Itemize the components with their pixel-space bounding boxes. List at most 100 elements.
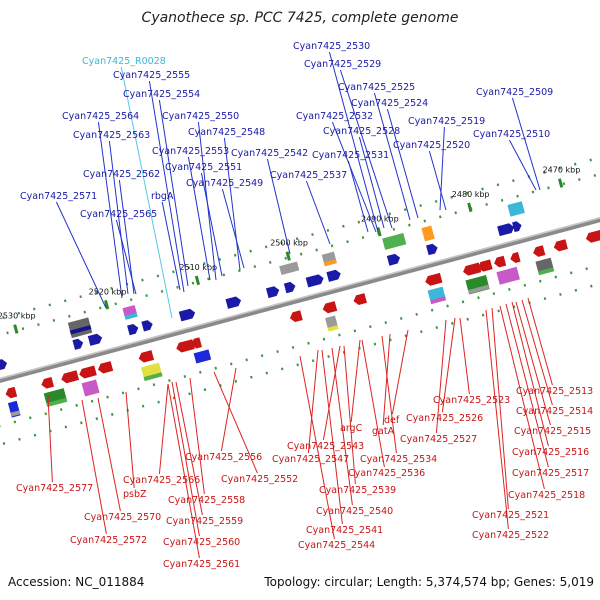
gene-label[interactable]: Cyan7425_2524 — [351, 98, 428, 109]
label-leader-line — [220, 367, 237, 452]
reverse-gene-arrow — [41, 376, 55, 389]
protein-domain-block — [496, 266, 520, 285]
gene-label[interactable]: Cyan7425_2547 — [272, 454, 349, 465]
gene-label[interactable]: Cyan7425_2509 — [476, 87, 553, 98]
label-leader-line — [175, 381, 203, 516]
gene-label[interactable]: Cyan7425_2528 — [323, 126, 400, 137]
track-guide-line — [0, 168, 600, 347]
label-leader-line — [266, 158, 291, 255]
label-leader-line — [81, 399, 107, 535]
gene-label[interactable]: gatA — [372, 426, 395, 437]
label-leader-line — [499, 305, 545, 490]
gene-label[interactable]: Cyan7425_2517 — [512, 468, 589, 479]
gene-label[interactable]: Cyan7425_2548 — [188, 127, 265, 138]
label-leader-line — [343, 345, 356, 485]
forward-gene-arrow — [0, 359, 8, 371]
gene-label[interactable]: psbZ — [123, 489, 147, 500]
gene-label[interactable]: Cyan7425_2563 — [73, 130, 150, 141]
gene-label[interactable]: rbgA — [151, 191, 174, 202]
gene-label[interactable]: Cyan7425_2561 — [163, 559, 240, 570]
label-leader-line — [521, 299, 553, 406]
gene-label[interactable]: Cyan7425_2566 — [123, 475, 200, 486]
label-leader-line — [321, 349, 343, 525]
track-guide-line — [0, 253, 600, 432]
scale-tick — [376, 226, 382, 237]
gene-label[interactable]: Cyan7425_2572 — [70, 535, 147, 546]
gene-label[interactable]: Cyan7425_2562 — [83, 169, 160, 180]
gene-label[interactable]: Cyan7425_2564 — [62, 111, 139, 122]
protein-domain-block — [382, 232, 407, 250]
gene-label[interactable]: Cyan7425_2529 — [304, 59, 381, 70]
gene-label[interactable]: Cyan7425_2523 — [433, 395, 510, 406]
reverse-gene-arrow — [353, 293, 367, 305]
scale-ticks — [13, 178, 564, 334]
label-leader-line — [381, 335, 397, 454]
gene-label[interactable]: Cyan7425_2532 — [296, 111, 373, 122]
gene-label[interactable]: Cyan7425_2558 — [168, 495, 245, 506]
label-leader-line — [115, 219, 137, 295]
label-leader-line — [527, 297, 553, 386]
gene-label[interactable]: Cyan7425_2555 — [113, 70, 190, 81]
gene-label[interactable]: Cyan7425_2553 — [152, 146, 229, 157]
gene-label[interactable]: Cyan7425_2570 — [84, 512, 161, 523]
gene-label[interactable]: Cyan7425_2549 — [186, 178, 263, 189]
gene-label[interactable]: Cyan7425_2526 — [406, 413, 483, 424]
gene-label[interactable]: Cyan7425_2541 — [306, 525, 383, 536]
gene-label[interactable]: Cyan7425_2516 — [512, 447, 589, 458]
gene-label[interactable]: Cyan7425_2540 — [316, 506, 393, 517]
label-leader-line — [189, 377, 205, 495]
gene-label[interactable]: Cyan7425_2534 — [360, 454, 437, 465]
gene-label[interactable]: Cyan7425_2530 — [293, 41, 370, 52]
label-leader-line — [97, 121, 123, 299]
reverse-gene-labels: Cyan7425_2513 Cyan7425_2514 Cyan7425_2523 C… — [16, 386, 593, 570]
forward-gene-arrow — [426, 243, 438, 256]
gene-label[interactable]: Cyan7425_2514 — [516, 406, 593, 417]
gene-label[interactable]: argC — [340, 423, 363, 434]
gene-label[interactable]: Cyan7425_2520 — [393, 140, 470, 151]
gene-label[interactable]: Cyan7425_2577 — [16, 483, 93, 494]
gene-label[interactable]: Cyan7425_2521 — [472, 510, 549, 521]
gene-label[interactable]: Cyan7425_2515 — [514, 426, 591, 437]
reverse-gene-arrow — [5, 386, 18, 399]
scale-tick — [285, 251, 291, 261]
label-leader-line — [361, 339, 385, 468]
reverse-gene-arrow — [510, 251, 521, 263]
gene-label[interactable]: Cyan7425_R0028 — [82, 56, 166, 67]
gene-label[interactable]: Cyan7425_2525 — [338, 82, 415, 93]
gene-label[interactable]: Cyan7425_2551 — [165, 162, 242, 173]
gene-label[interactable]: Cyan7425_2554 — [123, 89, 200, 100]
gene-label[interactable]: def — [384, 415, 400, 426]
gene-label[interactable]: Cyan7425_2510 — [473, 129, 550, 140]
scale-tick — [194, 275, 201, 286]
gene-label[interactable]: Cyan7425_2539 — [319, 485, 396, 496]
gene-label[interactable]: Cyan7425_2559 — [166, 516, 243, 527]
reverse-gene-arrow — [494, 255, 507, 268]
gene-label[interactable]: Cyan7425_2556 — [185, 452, 262, 463]
label-leader-line — [459, 317, 470, 395]
gene-label[interactable]: Cyan7425_2550 — [162, 111, 239, 122]
gene-label[interactable]: Cyan7425_2552 — [221, 474, 298, 485]
gene-label[interactable]: Cyan7425_2527 — [400, 434, 477, 445]
gene-label[interactable]: Cyan7425_2543 — [287, 441, 364, 452]
gene-label[interactable]: Cyan7425_2544 — [298, 540, 375, 551]
label-leader-line — [299, 355, 335, 540]
forward-gene-arrow — [265, 286, 280, 299]
gene-label[interactable]: Cyan7425_2519 — [408, 116, 485, 127]
label-leader-line — [358, 136, 385, 229]
gene-label[interactable]: Cyan7425_2518 — [508, 490, 585, 501]
gene-label[interactable]: Cyan7425_2542 — [231, 148, 308, 159]
label-leader-line — [307, 349, 319, 454]
reverse-gene-arrow — [98, 361, 114, 374]
label-leader-line — [435, 319, 447, 434]
gene-label[interactable]: Cyan7425_2571 — [20, 191, 97, 202]
gene-label[interactable]: Cyan7425_2565 — [80, 209, 157, 220]
chromosome-backbone-highlight — [0, 209, 600, 388]
gene-label[interactable]: Cyan7425_2531 — [312, 150, 389, 161]
protein-domain-block — [509, 208, 525, 217]
forward-gene-labels: Cyan7425_R0028 Cyan7425_2555 Cyan7425_2554… — [20, 41, 553, 220]
gene-label[interactable]: Cyan7425_2560 — [163, 537, 240, 548]
gene-label[interactable]: Cyan7425_2513 — [516, 386, 593, 397]
gene-label[interactable]: Cyan7425_2522 — [472, 530, 549, 541]
gene-label[interactable]: Cyan7425_2537 — [270, 170, 347, 181]
gene-label[interactable]: Cyan7425_2536 — [348, 468, 425, 479]
